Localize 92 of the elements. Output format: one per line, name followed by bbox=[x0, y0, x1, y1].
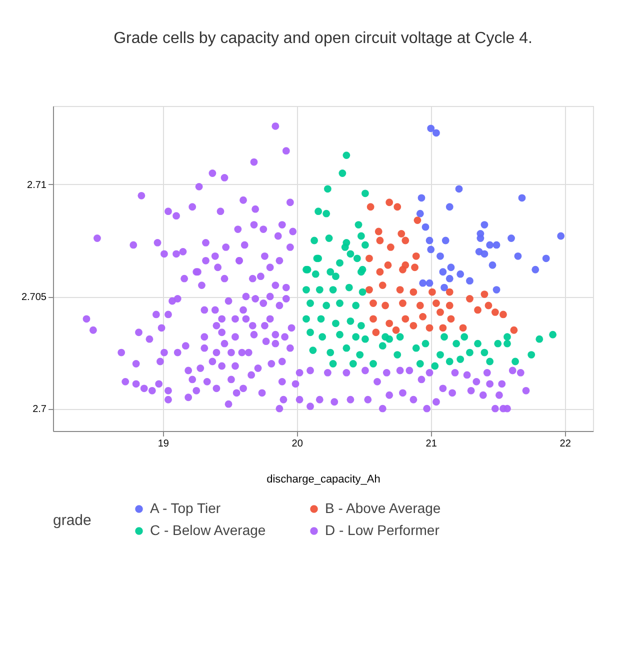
point bbox=[426, 279, 434, 287]
point bbox=[392, 326, 400, 334]
point bbox=[432, 129, 440, 137]
point bbox=[399, 300, 406, 307]
y-tick-label: 2.705 bbox=[21, 292, 47, 304]
point bbox=[394, 203, 402, 211]
point bbox=[480, 221, 488, 228]
point bbox=[510, 326, 518, 334]
x-tick-label: 19 bbox=[158, 438, 170, 450]
point bbox=[486, 241, 494, 249]
point bbox=[410, 288, 418, 296]
point bbox=[428, 288, 436, 296]
point bbox=[456, 270, 464, 278]
point bbox=[492, 286, 500, 294]
point bbox=[557, 232, 565, 240]
point bbox=[376, 268, 384, 276]
x-tick-label: 21 bbox=[426, 438, 438, 450]
point bbox=[488, 261, 496, 269]
point bbox=[374, 228, 382, 236]
point bbox=[370, 315, 377, 323]
x-tick-label: 22 bbox=[560, 438, 572, 450]
point bbox=[518, 194, 526, 202]
y-tick-label: 2.7 bbox=[32, 404, 47, 416]
point bbox=[476, 234, 484, 242]
point bbox=[402, 315, 410, 323]
point bbox=[446, 274, 454, 282]
point bbox=[422, 223, 430, 231]
point bbox=[455, 185, 463, 193]
point bbox=[386, 198, 394, 206]
legend-label: B - Above Average bbox=[325, 500, 441, 516]
point bbox=[492, 241, 500, 249]
point bbox=[446, 302, 454, 310]
point bbox=[411, 264, 418, 272]
point bbox=[480, 250, 488, 258]
point bbox=[491, 308, 499, 316]
point bbox=[426, 324, 434, 332]
point bbox=[366, 286, 373, 294]
point bbox=[500, 310, 507, 318]
point bbox=[384, 261, 392, 269]
point bbox=[378, 282, 386, 290]
y-tick-label: 2.71 bbox=[27, 180, 47, 191]
point bbox=[436, 308, 444, 316]
point bbox=[447, 264, 455, 272]
point bbox=[466, 295, 474, 302]
legend-label: C - Below Average bbox=[150, 522, 266, 538]
point bbox=[446, 203, 454, 211]
point bbox=[508, 234, 515, 242]
point bbox=[419, 279, 427, 287]
point bbox=[439, 268, 447, 276]
point bbox=[399, 266, 406, 274]
point bbox=[432, 300, 440, 307]
point bbox=[402, 236, 410, 244]
point bbox=[414, 216, 422, 224]
point bbox=[436, 252, 444, 260]
legend-label: D - Low Performer bbox=[325, 522, 440, 538]
point bbox=[410, 322, 418, 330]
point bbox=[447, 315, 455, 323]
point bbox=[439, 324, 447, 332]
point bbox=[542, 254, 550, 262]
point bbox=[396, 286, 404, 294]
point bbox=[419, 312, 427, 320]
point bbox=[366, 254, 373, 262]
point bbox=[427, 246, 435, 254]
point bbox=[398, 230, 406, 238]
point bbox=[386, 244, 394, 251]
point bbox=[459, 324, 467, 332]
point bbox=[386, 320, 394, 328]
point bbox=[446, 288, 454, 296]
point bbox=[514, 252, 522, 260]
point bbox=[532, 266, 540, 274]
point bbox=[416, 302, 424, 310]
legend-title: grade bbox=[53, 512, 92, 529]
point bbox=[474, 306, 482, 314]
point bbox=[370, 300, 377, 307]
point bbox=[416, 210, 424, 218]
point bbox=[418, 194, 426, 202]
point bbox=[366, 203, 374, 211]
point bbox=[466, 277, 474, 285]
point bbox=[376, 236, 384, 244]
chart-title: Grade cells by capacity and open circuit voltage at Cycle 4. bbox=[114, 30, 532, 47]
x-tick-label: 20 bbox=[292, 438, 304, 450]
point bbox=[382, 302, 390, 310]
point bbox=[372, 328, 380, 336]
x-axis-title: discharge_capacity_Ah bbox=[266, 474, 380, 486]
legend-label: A - Top Tier bbox=[150, 500, 221, 516]
point bbox=[484, 302, 492, 310]
point bbox=[440, 284, 448, 292]
point bbox=[427, 124, 435, 132]
point bbox=[442, 236, 450, 244]
point bbox=[426, 236, 434, 244]
point bbox=[412, 252, 420, 260]
point bbox=[480, 290, 488, 298]
